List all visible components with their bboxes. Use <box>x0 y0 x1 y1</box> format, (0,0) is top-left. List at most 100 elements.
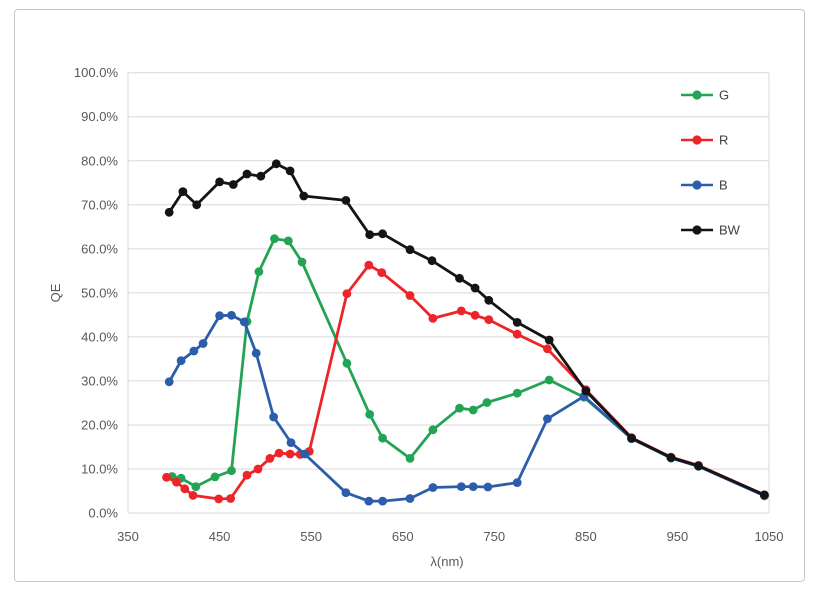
series-marker-G <box>191 482 201 491</box>
axis-tick-labels: 0.0% 10.0% 20.0% 30.0% 40.0% 50.0% 60.0% 70.0% 8… <box>74 65 784 544</box>
series-marker-G <box>378 433 387 443</box>
series-marker-R <box>456 306 466 316</box>
series-marker-R <box>543 344 552 354</box>
series-marker-BW <box>405 245 415 255</box>
series-marker-B <box>269 412 278 422</box>
series-marker-G <box>297 257 307 267</box>
y-tick-label: 80.0% <box>81 153 118 168</box>
series-marker-B <box>341 488 351 498</box>
series-marker-R <box>162 472 171 482</box>
series-marker-B <box>251 348 261 358</box>
series-marker-R <box>253 464 263 474</box>
series-marker-B <box>428 483 438 492</box>
legend-label-B: B <box>719 178 728 193</box>
series-marker-R <box>188 491 198 500</box>
series-marker-BW <box>299 191 309 201</box>
series-marker-G <box>227 466 236 476</box>
series-marker-BW <box>178 187 188 197</box>
series-marker-G <box>455 403 464 413</box>
x-tick-label: 850 <box>575 529 597 544</box>
series-marker-BW <box>581 386 591 396</box>
series-marker-BW <box>760 490 769 500</box>
series-marker-BW <box>427 256 437 266</box>
legend-marker-BW <box>692 225 702 235</box>
y-tick-label: 0.0% <box>88 506 118 521</box>
legend-item-BW: BW <box>681 223 741 238</box>
series-marker-B <box>198 339 208 348</box>
y-tick-label: 20.0% <box>81 417 118 432</box>
series-line-R <box>165 263 766 501</box>
series-marker-BW <box>242 169 252 179</box>
series-marker-B <box>483 482 493 492</box>
series-marker-BW <box>285 166 295 176</box>
series-marker-B <box>300 449 310 459</box>
gridlines <box>127 72 770 514</box>
legend-item-B: B <box>681 178 728 193</box>
series-marker-R <box>226 494 236 503</box>
series-marker-G <box>544 375 554 385</box>
series-marker-R <box>242 470 252 480</box>
series-marker-G <box>512 388 522 398</box>
y-tick-label: 50.0% <box>81 285 118 300</box>
series-marker-R <box>512 329 522 339</box>
x-tick-label: 650 <box>392 529 414 544</box>
legend-marker-B <box>692 180 702 190</box>
y-tick-label: 30.0% <box>81 373 118 388</box>
series-marker-B <box>227 310 236 320</box>
series-marker-B <box>543 414 552 424</box>
series-marker-R <box>274 448 284 458</box>
legend-item-G: G <box>681 88 729 103</box>
series-marker-G <box>270 234 279 244</box>
series-marker-R <box>377 268 387 277</box>
series-marker-B <box>164 377 174 387</box>
series-marker-R <box>470 310 480 320</box>
series-BW <box>164 159 769 500</box>
series-marker-BW <box>512 318 522 327</box>
series-marker-B <box>239 317 249 327</box>
legend: G R B BW <box>681 88 741 238</box>
series-marker-R <box>285 449 295 459</box>
x-tick-label: 750 <box>483 529 505 544</box>
series-marker-R <box>405 291 415 300</box>
series-marker-BW <box>627 433 636 443</box>
series-marker-G <box>283 236 293 246</box>
series-marker-B <box>456 482 466 491</box>
series-marker-R <box>342 289 352 299</box>
series-marker-B <box>405 494 415 503</box>
series-marker-G <box>342 358 352 368</box>
series-marker-R <box>484 315 494 325</box>
series-marker-BW <box>256 171 266 181</box>
series-marker-BW <box>544 335 554 345</box>
series-marker-B <box>215 311 225 321</box>
legend-label-G: G <box>719 88 729 103</box>
series-marker-R <box>364 260 374 270</box>
series-marker-R <box>172 477 181 487</box>
series-line-BW <box>167 162 766 497</box>
y-tick-label: 100.0% <box>74 65 119 80</box>
series-marker-BW <box>341 196 351 205</box>
legend-marker-G <box>692 90 702 100</box>
series-marker-BW <box>694 461 703 471</box>
x-tick-label: 450 <box>209 529 231 544</box>
series-marker-B <box>189 346 199 356</box>
legend-item-R: R <box>681 133 728 148</box>
x-tick-label: 350 <box>117 529 139 544</box>
series-marker-R <box>214 494 224 504</box>
x-axis-title: λ(nm) <box>430 554 463 569</box>
series-marker-BW <box>455 273 464 283</box>
series-marker-BW <box>365 230 375 240</box>
legend-marker-R <box>692 135 702 145</box>
x-tick-label: 550 <box>300 529 322 544</box>
series-marker-G <box>482 398 492 407</box>
series-marker-BW <box>164 207 174 217</box>
series-marker-G <box>210 472 220 482</box>
series-marker-BW <box>228 180 238 189</box>
series-marker-B <box>378 496 387 506</box>
legend-label-BW: BW <box>719 223 741 238</box>
series-marker-B <box>176 356 186 366</box>
series-marker-BW <box>666 453 676 462</box>
series-marker-G <box>365 410 375 419</box>
series-marker-B <box>286 438 296 447</box>
data-series <box>162 159 769 506</box>
